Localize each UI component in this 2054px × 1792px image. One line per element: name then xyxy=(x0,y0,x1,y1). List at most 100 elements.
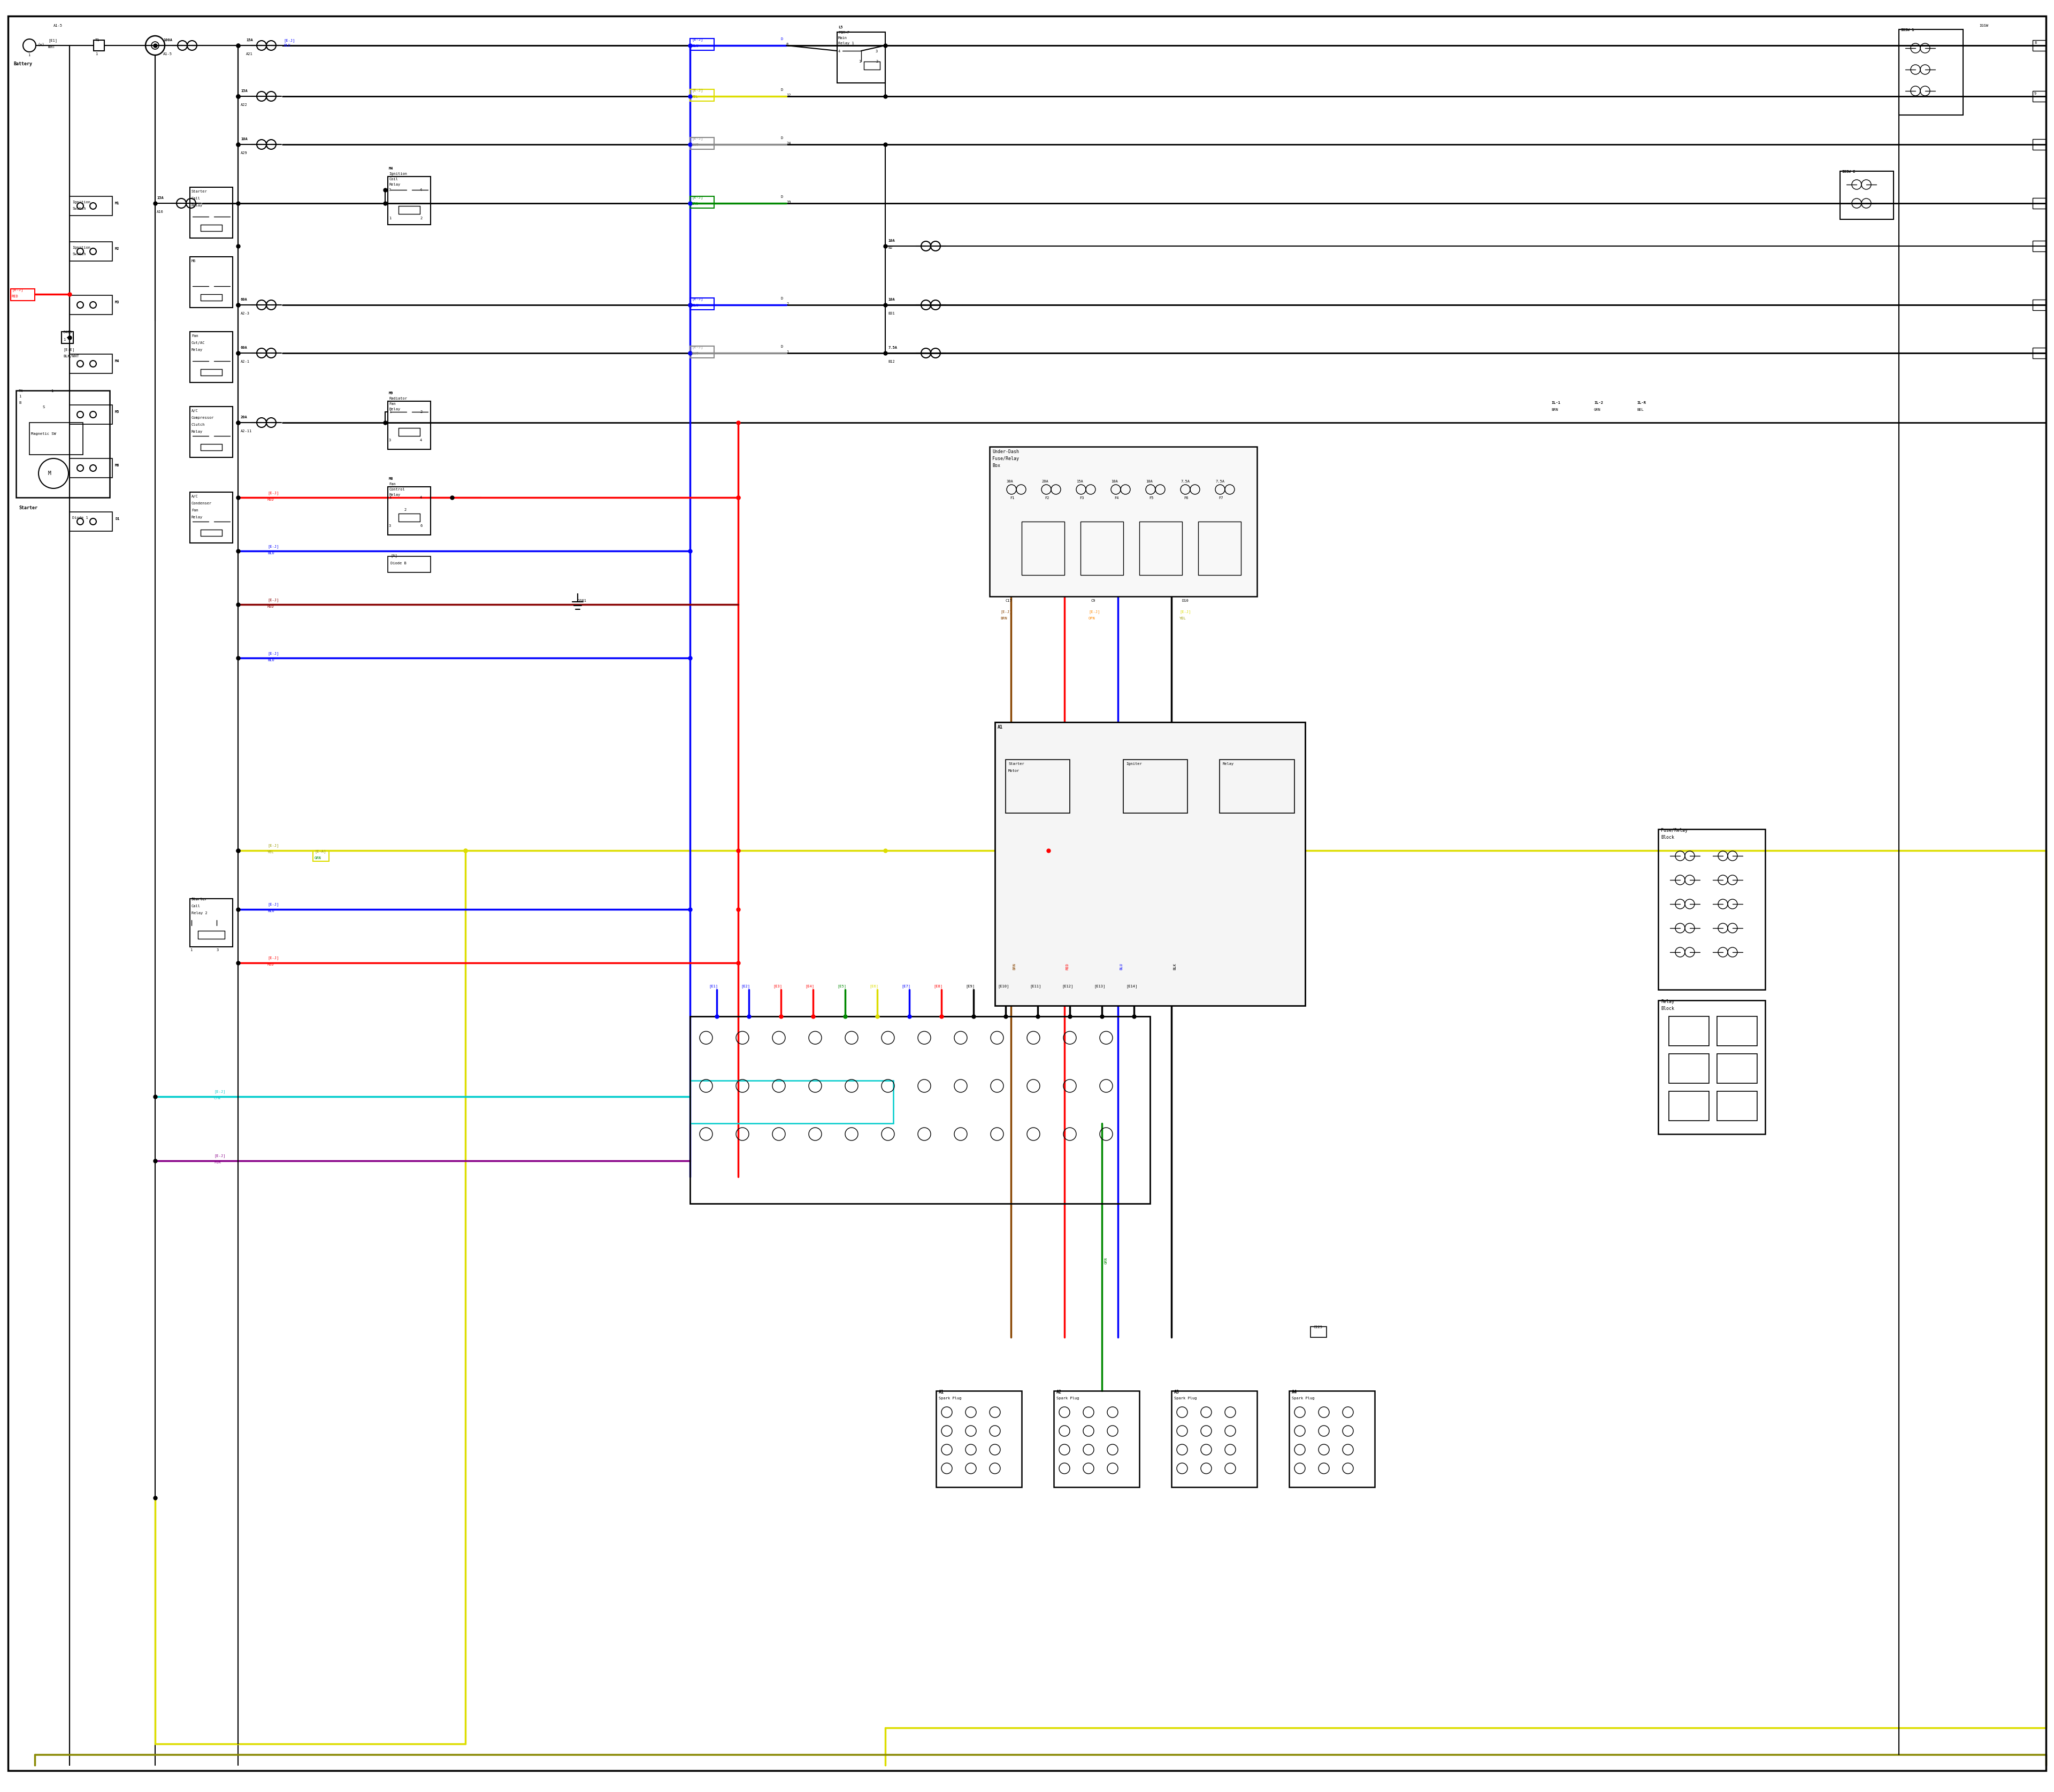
Text: Starter: Starter xyxy=(191,898,207,901)
Text: Call: Call xyxy=(191,905,201,909)
Text: 3: 3 xyxy=(216,948,220,952)
Text: BLU: BLU xyxy=(267,552,275,556)
Text: M: M xyxy=(47,471,51,477)
Text: 1: 1 xyxy=(388,217,390,220)
Text: 15A: 15A xyxy=(240,90,249,93)
Text: 1: 1 xyxy=(787,351,789,353)
Bar xyxy=(1006,760,1070,814)
Text: Spark Plug: Spark Plug xyxy=(1292,1396,1315,1400)
Bar xyxy=(1171,1391,1257,1487)
Bar xyxy=(189,898,232,946)
Bar xyxy=(1840,172,1894,219)
Bar xyxy=(10,289,35,301)
Text: RED: RED xyxy=(267,962,275,966)
Text: [E4]: [E4] xyxy=(805,984,813,987)
Text: BLK/WHT: BLK/WHT xyxy=(64,355,78,358)
Text: A/C: A/C xyxy=(191,495,199,498)
Bar xyxy=(189,407,232,457)
Bar xyxy=(16,391,109,498)
Bar xyxy=(1668,1016,1709,1047)
Text: IL-2: IL-2 xyxy=(1594,401,1602,405)
Text: [E-J]: [E-J] xyxy=(214,1090,226,1093)
Bar xyxy=(189,256,232,308)
Text: 10A: 10A xyxy=(887,238,896,242)
Text: [E-J]: [E-J] xyxy=(1179,609,1191,613)
Text: [E-J]: [E-J] xyxy=(214,1154,226,1158)
Text: Main: Main xyxy=(838,36,846,39)
Text: D: D xyxy=(781,195,783,199)
Text: 1: 1 xyxy=(51,389,53,392)
Text: 12: 12 xyxy=(787,93,791,97)
Text: BLU: BLU xyxy=(692,305,698,306)
Bar xyxy=(1310,1326,1327,1337)
Text: [E-J]: [E-J] xyxy=(267,652,279,656)
Text: F3: F3 xyxy=(1080,496,1085,500)
Text: Spark Plug: Spark Plug xyxy=(939,1396,961,1400)
Text: A1: A1 xyxy=(939,1391,945,1394)
Text: IGSW-2: IGSW-2 xyxy=(1842,170,1855,174)
Text: A1-5: A1-5 xyxy=(162,52,173,56)
Text: M4: M4 xyxy=(388,167,394,170)
Text: M1: M1 xyxy=(115,202,119,204)
Text: Clutch: Clutch xyxy=(191,423,205,426)
Text: BRN: BRN xyxy=(1000,616,1006,620)
Bar xyxy=(1668,1091,1709,1120)
Text: D: D xyxy=(781,136,783,140)
Text: YEL: YEL xyxy=(692,95,698,99)
Text: Starter: Starter xyxy=(18,505,37,511)
Text: Radiator: Radiator xyxy=(388,396,407,400)
Bar xyxy=(388,177,431,224)
Bar xyxy=(690,138,715,149)
Text: BRN: BRN xyxy=(1013,962,1017,969)
Bar xyxy=(690,38,715,50)
Text: 15A: 15A xyxy=(246,38,253,41)
Bar xyxy=(70,459,113,478)
Text: [E10]: [E10] xyxy=(998,984,1009,987)
Text: Relay: Relay xyxy=(191,430,203,434)
Text: T4: T4 xyxy=(18,389,23,392)
Text: 1: 1 xyxy=(388,496,390,500)
Text: 4: 4 xyxy=(419,188,423,192)
Text: 1: 1 xyxy=(18,394,21,398)
Bar xyxy=(2033,91,2046,102)
Text: Spark Plug: Spark Plug xyxy=(1056,1396,1078,1400)
Text: YEL: YEL xyxy=(1179,616,1187,620)
Text: (+): (+) xyxy=(37,43,45,47)
Bar xyxy=(1140,521,1183,575)
Bar xyxy=(690,346,715,358)
Bar xyxy=(312,851,329,862)
Text: D: D xyxy=(781,88,783,91)
Text: [E-J]: [E-J] xyxy=(267,955,279,959)
Text: A22: A22 xyxy=(240,104,249,106)
Text: 7.5A: 7.5A xyxy=(887,346,898,349)
Text: GRN: GRN xyxy=(314,857,320,860)
Text: [E11]: [E11] xyxy=(1029,984,1041,987)
Text: BLU: BLU xyxy=(283,43,290,47)
Text: [E1]: [E1] xyxy=(709,984,717,987)
Bar xyxy=(70,197,113,215)
Text: BLU: BLU xyxy=(692,45,698,48)
Bar xyxy=(388,556,431,572)
Text: [E13]: [E13] xyxy=(1095,984,1105,987)
Text: A29: A29 xyxy=(240,151,249,154)
Text: [E2]: [E2] xyxy=(741,984,750,987)
Text: B2: B2 xyxy=(887,246,893,249)
Text: BLU: BLU xyxy=(267,658,275,661)
Bar xyxy=(70,296,113,315)
Text: GRN: GRN xyxy=(692,202,698,206)
Text: 8: 8 xyxy=(787,43,789,47)
Bar xyxy=(70,513,113,530)
Bar xyxy=(1717,1054,1756,1082)
Text: OPN: OPN xyxy=(1089,616,1095,620)
Text: 100A: 100A xyxy=(162,38,173,41)
Text: Condenser: Condenser xyxy=(191,502,212,505)
Text: D: D xyxy=(781,346,783,348)
Text: 2: 2 xyxy=(875,59,877,63)
Bar xyxy=(2033,240,2046,251)
Text: [E-E]: [E-E] xyxy=(64,348,74,351)
Text: 1: 1 xyxy=(29,54,31,57)
Text: 4: 4 xyxy=(419,496,423,500)
Text: [E-J]: [E-J] xyxy=(267,844,279,848)
Text: B31: B31 xyxy=(887,312,896,315)
Text: [E-J]: [E-J] xyxy=(692,297,702,301)
